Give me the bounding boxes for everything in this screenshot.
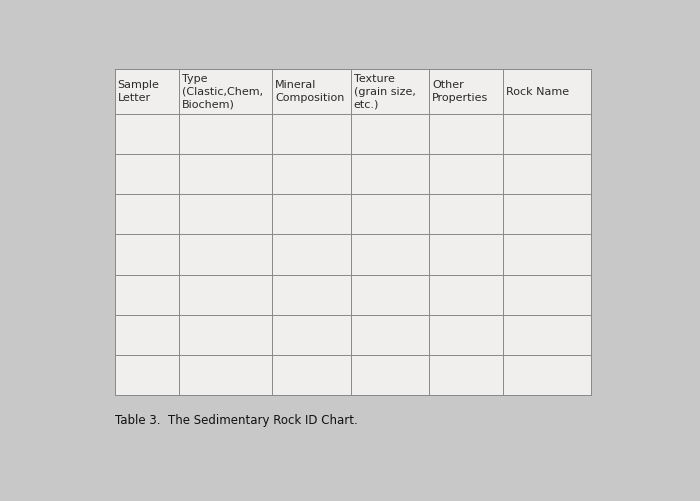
Text: Other
Properties: Other Properties <box>433 81 489 103</box>
Text: Texture
(grain size,
etc.): Texture (grain size, etc.) <box>354 74 416 109</box>
Text: Mineral
Composition: Mineral Composition <box>275 81 344 103</box>
Text: Table 3.  The Sedimentary Rock ID Chart.: Table 3. The Sedimentary Rock ID Chart. <box>115 414 358 427</box>
Text: Sample
Letter: Sample Letter <box>118 81 160 103</box>
Text: Type
(Clastic,Chem,
Biochem): Type (Clastic,Chem, Biochem) <box>182 74 263 109</box>
Bar <box>115 69 592 395</box>
Text: Rock Name: Rock Name <box>506 87 569 97</box>
